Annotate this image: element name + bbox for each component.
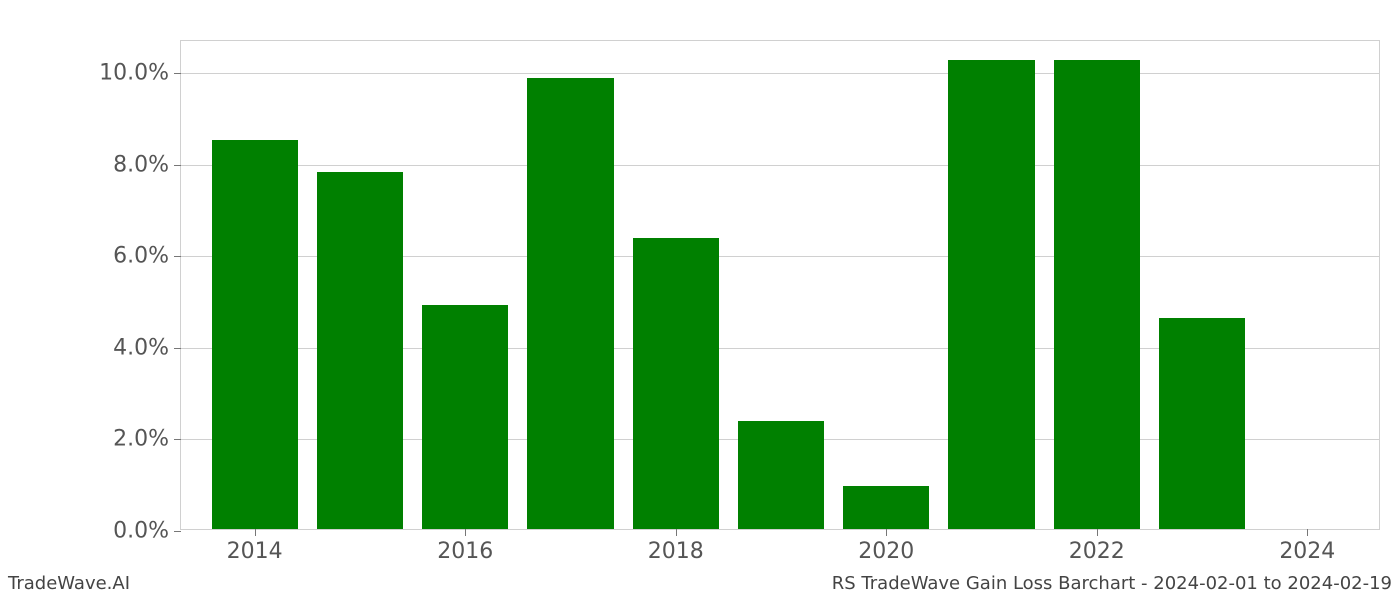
bar — [738, 421, 824, 529]
bar — [948, 60, 1034, 529]
xtick-label: 2014 — [227, 529, 283, 564]
plot-area: 0.0%2.0%4.0%6.0%8.0%10.0%201420162018202… — [180, 40, 1380, 530]
bar — [1159, 318, 1245, 529]
bar — [843, 486, 929, 530]
bar — [317, 172, 403, 529]
xtick-label: 2016 — [437, 529, 493, 564]
ytick-label: 4.0% — [113, 335, 181, 360]
bar — [633, 238, 719, 529]
gridline — [181, 165, 1379, 166]
bar — [527, 78, 613, 529]
xtick-label: 2024 — [1279, 529, 1335, 564]
ytick-label: 10.0% — [99, 61, 181, 86]
xtick-label: 2018 — [648, 529, 704, 564]
xtick-label: 2022 — [1069, 529, 1125, 564]
xtick-label: 2020 — [858, 529, 914, 564]
bar — [1054, 60, 1140, 529]
footer-left-text: TradeWave.AI — [8, 573, 130, 594]
chart-container: 0.0% 2.0% 4.0% 6.0% 8.0% 10.0% 2014 2016 2018 202… — [0, 0, 1400, 600]
bar — [422, 305, 508, 529]
ytick-label: 8.0% — [113, 152, 181, 177]
footer-right-text: RS TradeWave Gain Loss Barchart - 2024-0… — [832, 573, 1392, 594]
ytick-label: 0.0% — [113, 519, 181, 544]
ytick-label: 6.0% — [113, 244, 181, 269]
gridline — [181, 73, 1379, 74]
ytick-label: 2.0% — [113, 427, 181, 452]
bar — [212, 140, 298, 529]
